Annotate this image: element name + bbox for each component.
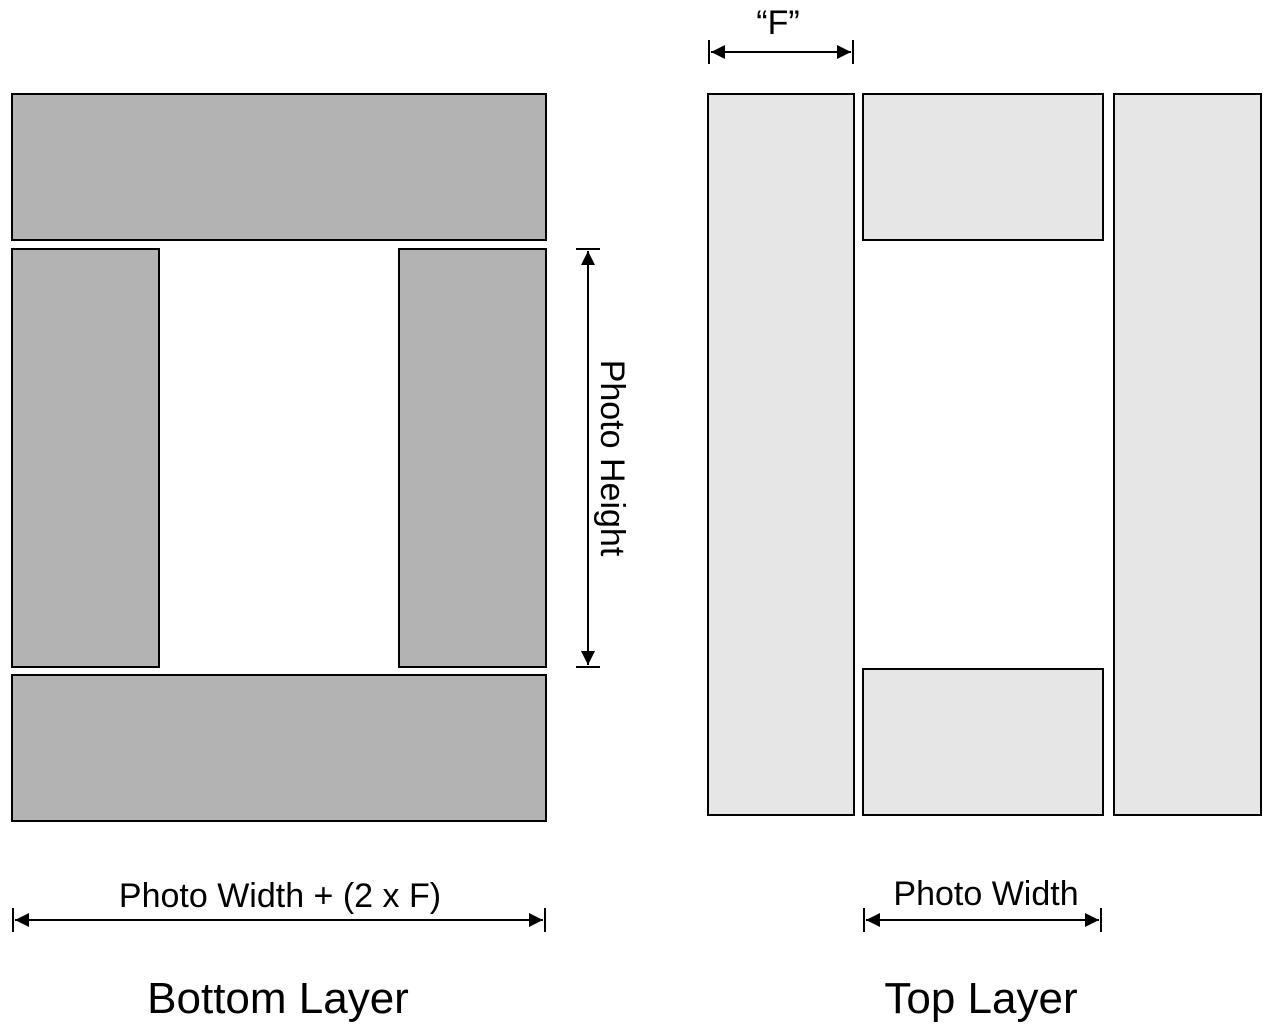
- bottom-layer-group: [11, 93, 547, 822]
- top-layer-title: Top Layer: [884, 974, 1077, 1023]
- f-dimension-label: “F”: [756, 4, 799, 42]
- photo-height-dimension: Photo Height: [576, 248, 631, 668]
- top-width-label: Photo Width: [893, 875, 1078, 913]
- bottom-layer-title: Bottom Layer: [147, 974, 409, 1023]
- bottom-layer-bottom-rail: [11, 674, 547, 822]
- top-width-dimension: Photo Width: [863, 875, 1102, 932]
- bottom-width-label: Photo Width + (2 x F): [119, 877, 441, 915]
- top-layer-right-stile: [1113, 93, 1262, 816]
- bottom-width-dimension: Photo Width + (2 x F): [12, 877, 546, 932]
- top-layer-left-stile: [707, 93, 855, 816]
- bottom-layer-left-stile: [11, 248, 160, 668]
- f-dimension: “F”: [708, 4, 854, 64]
- top-layer-bottom-rail: [862, 668, 1104, 816]
- top-layer-group: [707, 93, 1262, 816]
- photo-height-label: Photo Height: [593, 360, 631, 557]
- bottom-layer-top-rail: [11, 93, 547, 241]
- top-layer-top-rail: [862, 93, 1104, 241]
- bottom-layer-right-stile: [398, 248, 547, 668]
